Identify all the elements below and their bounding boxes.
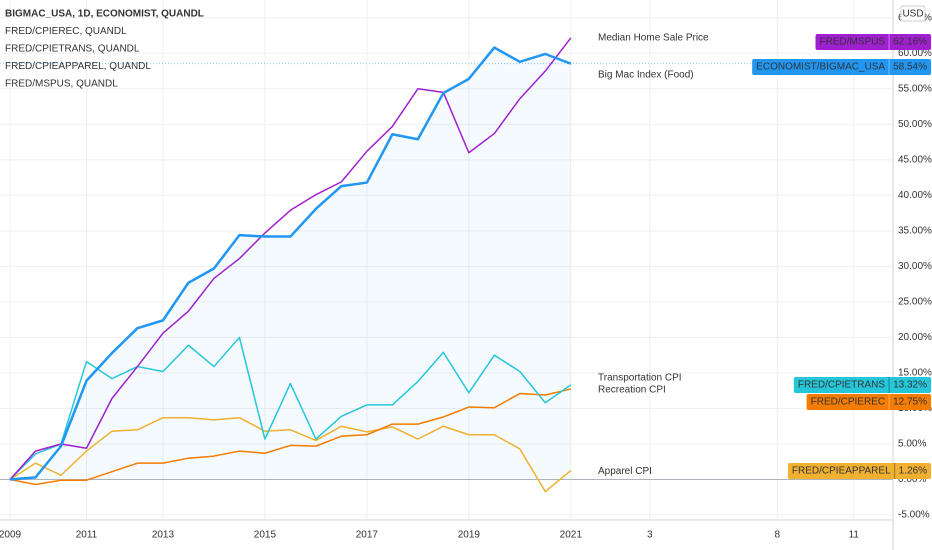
badge-bg <box>815 34 931 50</box>
badge-symbol: FRED/CPIETRANS <box>798 380 886 391</box>
badge-bg <box>752 59 931 75</box>
price-badge: FRED/CPIEAPPAREL 1.26% <box>787 463 931 479</box>
y-tick-label: 25.00% <box>898 297 932 308</box>
currency-label: USD <box>902 9 923 20</box>
price-badge: ECONOMIST/BIGMAC_USA 58.54% <box>752 59 931 75</box>
series-annotation: Transportation CPI <box>598 373 682 384</box>
series-annotation: Apparel CPI <box>598 466 652 477</box>
y-tick-label: 30.00% <box>898 261 932 272</box>
x-tick-label: 2009 <box>0 530 22 541</box>
y-tick-label: 15.00% <box>898 368 932 379</box>
series-annotation: Median Home Sale Price <box>598 33 709 44</box>
y-tick-label: 40.00% <box>898 190 932 201</box>
y-tick-label: 60.00% <box>898 48 932 59</box>
x-tick-label: 2017 <box>356 530 379 541</box>
series-line <box>9 416 572 493</box>
legend-line: FRED/CPIEREC, QUANDL <box>5 26 127 37</box>
y-tick-label: 0.00% <box>898 474 926 485</box>
area <box>10 47 571 480</box>
badge-symbol: FRED/CPIEAPPAREL <box>792 466 891 477</box>
y-tick-label: 45.00% <box>898 154 932 165</box>
currency-box <box>900 5 926 22</box>
badge-value: 13.32% <box>893 380 927 391</box>
badge-value: 12.75% <box>893 397 927 408</box>
badge-bg <box>806 394 931 410</box>
y-tick-label: 20.00% <box>898 332 932 343</box>
x-tick-label: 2019 <box>458 530 481 541</box>
x-tick-label: 8 <box>775 530 781 541</box>
x-tick-label: 2021 <box>560 530 583 541</box>
badge-value: 58.54% <box>893 62 927 73</box>
badge-bg <box>787 463 931 479</box>
legend-line: FRED/CPIEAPPAREL, QUANDL <box>5 61 151 72</box>
price-badge: FRED/CPIEREC 12.75% <box>806 394 931 410</box>
y-tick-label: 50.00% <box>898 119 932 130</box>
badge-value: 62.16% <box>893 37 927 48</box>
badge-symbol: FRED/CPIEREC <box>811 397 885 408</box>
series-line <box>9 388 571 486</box>
x-tick-label: 3 <box>647 530 653 541</box>
price-badge: FRED/MSPUS 62.16% <box>815 34 931 50</box>
badge-bg <box>793 377 931 393</box>
badge-value: 1.26% <box>899 466 927 477</box>
legend-line: BIGMAC_USA, 1D, ECONOMIST, QUANDL <box>5 9 204 20</box>
series-line <box>9 46 572 481</box>
series-annotation: Recreation CPI <box>598 385 666 396</box>
badge-symbol: ECONOMIST/BIGMAC_USA <box>756 62 885 73</box>
y-tick-label: 5.00% <box>898 439 926 450</box>
series-line <box>9 336 572 481</box>
x-tick-label: 2013 <box>152 530 175 541</box>
x-tick-label: 2015 <box>254 530 277 541</box>
x-tick-label: 11 <box>849 530 860 541</box>
price-badge: FRED/CPIETRANS 13.32% <box>793 377 931 393</box>
y-tick-label: -5.00% <box>898 510 930 521</box>
series-annotation: Big Mac Index (Food) <box>598 69 694 80</box>
y-tick-label: 55.00% <box>898 83 932 94</box>
badge-symbol: FRED/MSPUS <box>820 37 886 48</box>
legend-line: FRED/CPIETRANS, QUANDL <box>5 44 140 55</box>
series-line <box>9 37 572 481</box>
y-tick-label: 35.00% <box>898 226 932 237</box>
legend-line: FRED/MSPUS, QUANDL <box>5 79 118 90</box>
x-tick-label: 2011 <box>76 530 98 541</box>
